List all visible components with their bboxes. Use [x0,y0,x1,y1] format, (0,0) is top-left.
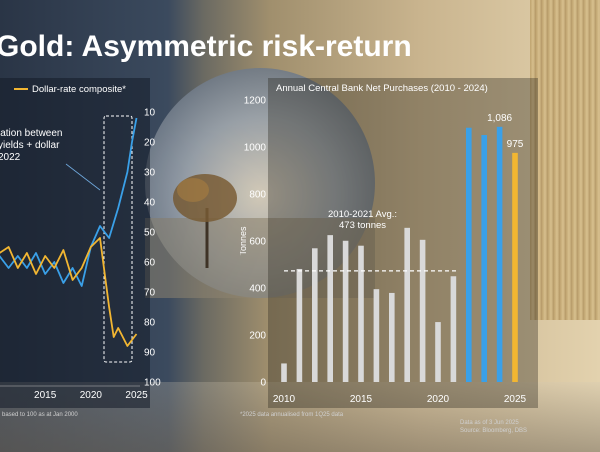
bar [404,227,410,382]
y-tick-label: 100 [144,378,161,389]
y-tick-label: 40 [144,198,156,209]
x-tick-label: 2010 [273,394,296,405]
annotation-line-1: lation between [0,128,63,139]
bar [327,235,333,382]
y-tick-label: 0 [260,378,266,389]
line-chart-legend: Dollar-rate composite* [14,84,126,95]
x-tick-label: 2020 [80,390,103,401]
bar-chart: 0 200 400 600 800 1000 1200 Tonnes 1,086 975 2010 2… [240,96,527,406]
source-date: Data as of 3 Jun 2025 [460,420,519,426]
annotation-line-3: 2022 [0,152,21,163]
tree-icon [145,174,375,298]
x-tick-label: 2015 [350,394,373,405]
slide-title: Gold: Asymmetric risk-return [0,30,412,63]
bar [496,126,503,382]
bar [481,135,487,382]
bar [281,363,287,382]
average-label: 2010-2021 Avg.: 473 tonnes [328,209,397,231]
legend-swatch [14,88,28,91]
bar [450,276,457,382]
line-chart: 1020304050607080901000201520202025 [0,108,161,401]
y-tick-label: 50 [144,228,156,239]
x-tick-label: 2025 [125,390,148,401]
bar-chart-footnote: *2025 data annualised from 1Q25 data [240,412,344,418]
y-axis-label: Tonnes [240,226,248,256]
highlight-box [103,115,133,363]
y-tick-label: 70 [144,288,156,299]
x-tick-label: 2015 [34,390,57,401]
bar [373,289,380,382]
annotation-line-2: yields + dollar [0,140,60,151]
y-tick-label: 400 [249,284,266,295]
y-tick-label: 90 [144,348,156,359]
y-tick-label: 30 [144,168,156,179]
bar [296,268,303,382]
average-label-line-2: 473 tonnes [339,220,387,231]
line-chart-footnote: based to 100 as at Jan 2000 [2,412,78,418]
tree-circle-image [145,68,375,298]
bar-chart-title: Annual Central Bank Net Purchases (2010 … [276,83,488,94]
y-tick-label: 600 [249,237,266,248]
y-tick-label: 200 [249,331,266,342]
left-chart-panel [0,78,150,408]
series-line [0,237,138,347]
y-tick-label: 800 [249,190,266,201]
y-tick-label: 10 [144,108,156,119]
bar [466,127,472,382]
bar [358,245,364,382]
bar-value-label: 975 [507,139,524,150]
y-tick-label: 1000 [244,143,267,154]
x-tick-label: 2025 [504,394,527,405]
y-tick-label: 60 [144,258,156,269]
curtain-decoration [530,0,600,320]
bar-value-label: 1,086 [487,113,512,124]
y-tick-label: 1200 [244,96,267,107]
average-label-line-1: 2010-2021 Avg.: [328,209,398,220]
y-tick-label: 80 [144,318,156,329]
bar [312,248,318,382]
bar [512,152,518,382]
bar [342,240,349,382]
line-chart-annotation: lation between yields + dollar 2022 [0,128,63,164]
annotation-arrow [65,163,101,191]
bar [419,239,426,382]
series-line [0,117,138,287]
x-tick-label: 2020 [427,394,450,405]
bar [389,292,395,382]
bar [435,322,441,382]
source-credit: Source: Bloomberg, DBS [460,428,528,434]
y-tick-label: 20 [144,138,156,149]
legend-label: Dollar-rate composite* [32,84,126,95]
